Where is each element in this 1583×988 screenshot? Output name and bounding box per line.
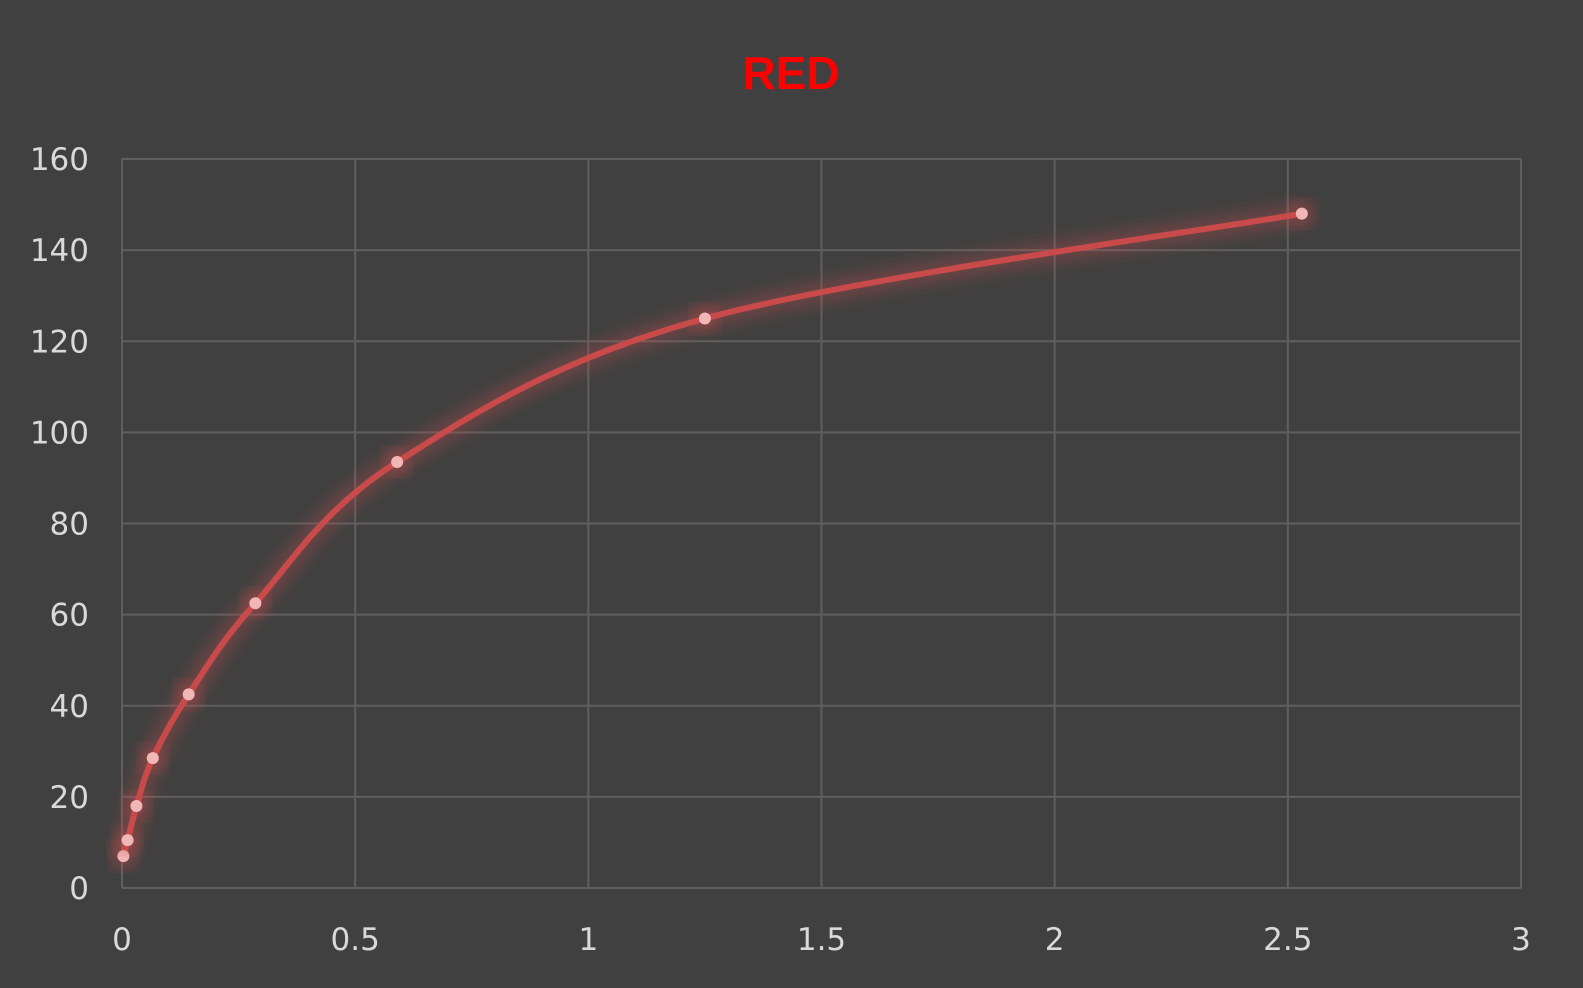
data-point [249,597,262,610]
chart-title: RED [742,47,839,99]
data-point [1295,207,1308,220]
data-point [146,752,159,765]
y-tick-label: 0 [69,871,89,907]
x-axis: 0 0.5 1 1.5 2 2.5 3 [112,922,1531,958]
y-tick-label: 100 [30,415,89,451]
data-point [117,850,130,863]
data-point [391,455,404,468]
data-point [698,312,711,325]
y-axis: 0 20 40 60 80 100 120 140 160 [30,142,89,907]
y-tick-label: 20 [50,780,89,816]
x-tick-label: 3 [1511,922,1531,958]
y-tick-label: 160 [30,142,89,178]
x-tick-label: 2 [1045,922,1065,958]
data-point [182,688,195,701]
data-point [121,834,134,847]
data-point [130,799,143,812]
x-tick-label: 1 [578,922,598,958]
y-tick-label: 80 [50,507,89,543]
series-red [111,201,1314,869]
x-tick-label: 0.5 [331,922,380,958]
y-tick-label: 120 [30,324,89,360]
x-tick-label: 2.5 [1263,922,1312,958]
y-tick-label: 40 [50,689,89,725]
y-tick-label: 140 [30,233,89,269]
plot-grid [121,158,1522,889]
x-tick-label: 1.5 [797,922,846,958]
x-tick-label: 0 [112,922,132,958]
y-tick-label: 60 [50,598,89,634]
